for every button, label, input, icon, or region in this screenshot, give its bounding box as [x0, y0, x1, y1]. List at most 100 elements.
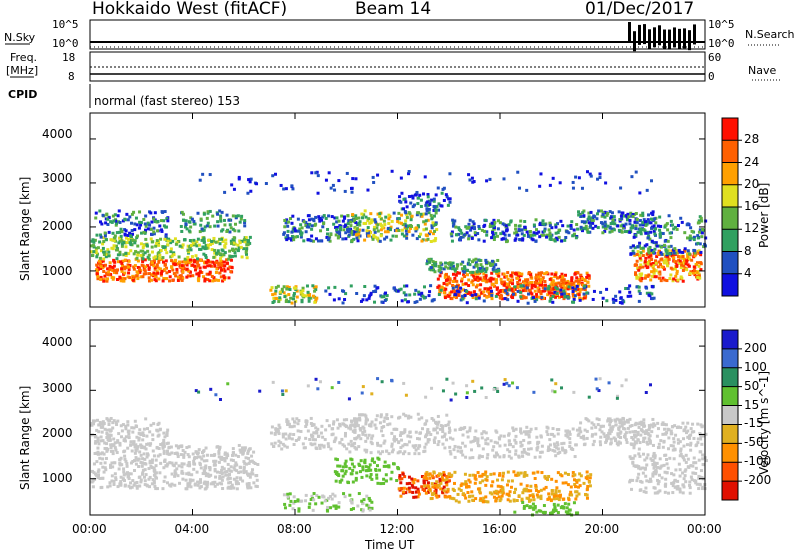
power-echo-cell	[362, 213, 366, 217]
velocity-echo-cell	[354, 478, 358, 482]
velocity-echo-cell	[568, 493, 572, 497]
power-echo-cell	[97, 259, 101, 263]
power-echo-cell	[664, 249, 668, 253]
velocity-echo-cell	[90, 480, 94, 484]
power-echo-cell	[578, 278, 582, 282]
velocity-echo-cell	[392, 427, 396, 431]
velocity-echo-cell	[277, 444, 281, 448]
power-echo-cell	[196, 257, 200, 261]
power-echo-cell	[553, 295, 557, 299]
velocity-echo-cell	[192, 457, 196, 461]
power-echo-cell	[660, 257, 664, 261]
velocity-echo-cell	[482, 496, 486, 500]
power-echo-cell	[651, 213, 655, 217]
velocity-echo-cell	[354, 476, 358, 480]
velocity-echo-cell	[535, 435, 539, 439]
power-echo-cell	[450, 297, 454, 301]
power-echo-cell	[227, 276, 231, 280]
power-echo-cell	[413, 227, 417, 231]
velocity-echo-cell	[355, 417, 359, 421]
velocity-echo-cell	[452, 489, 456, 493]
velocity-echo-cell	[127, 484, 131, 488]
velocity-echo-cell	[98, 456, 102, 460]
velocity-echo-cell	[191, 478, 195, 482]
power-echo-cell	[669, 236, 673, 240]
velocity-echo-cell	[531, 495, 535, 499]
power-echo-cell	[306, 290, 310, 294]
power-echo-cell	[171, 260, 175, 264]
power-echo-cell	[506, 277, 510, 281]
velocity-echo-cell	[311, 422, 315, 426]
power-echo-cell	[220, 264, 224, 268]
power-echo-cell	[669, 219, 673, 223]
power-echo-cell	[654, 227, 658, 231]
power-echo-cell	[658, 234, 662, 238]
power-echo-cell	[367, 296, 371, 300]
power-echo-cell	[223, 264, 227, 268]
velocity-echo-cell	[93, 441, 97, 445]
power-echo-cell	[158, 224, 162, 228]
power-echo-cell	[199, 223, 203, 227]
power-echo-cell	[283, 225, 287, 229]
velocity-echo-cell	[599, 425, 603, 429]
power-echo-cell	[98, 261, 102, 265]
power-echo-cell	[560, 278, 564, 282]
velocity-echo-cell	[464, 480, 468, 484]
power-echo-cell	[366, 226, 370, 230]
power-echo-cell	[357, 230, 361, 234]
velocity-echo-cell	[332, 420, 336, 424]
velocity-echo-cell	[214, 459, 218, 463]
power-echo-cell	[460, 279, 464, 283]
velocity-echo-cell	[579, 474, 583, 478]
power-echo-cell	[434, 221, 438, 225]
power-echo-cell	[526, 278, 530, 282]
velocity-echo-cell	[547, 492, 551, 496]
power-echo-cell	[152, 230, 156, 234]
velocity-echo-cell	[409, 435, 413, 439]
velocity-echo-cell	[204, 464, 208, 468]
velocity-echo-cell	[201, 472, 205, 476]
power-echo-cell	[527, 271, 531, 275]
velocity-echo-cell	[451, 437, 455, 441]
velocity-echo-cell	[457, 500, 461, 504]
power-echo-cell	[557, 235, 561, 239]
velocity-echo-cell	[225, 452, 229, 456]
velocity-echo-cell	[375, 476, 379, 480]
velocity-echo-cell	[439, 481, 443, 485]
power-echo-cell	[354, 217, 358, 221]
velocity-echo-cell	[400, 431, 404, 435]
power-echo-cell	[688, 252, 692, 256]
power-echo-cell	[573, 272, 577, 276]
nsky-spike	[648, 29, 651, 50]
power-echo-cell	[129, 249, 133, 253]
power-echo-cell	[165, 217, 169, 221]
power-echo-cell	[154, 275, 158, 279]
velocity-echo-cell	[204, 466, 208, 470]
power-echo-cell	[485, 233, 489, 237]
velocity-echo-cell	[232, 486, 236, 490]
power-echo-cell	[504, 224, 508, 228]
velocity-echo-cell	[134, 449, 138, 453]
power-echo-cell	[350, 186, 354, 190]
velocity-echo-cell	[433, 490, 437, 494]
velocity-echo-cell	[592, 439, 596, 443]
power-echo-cell	[344, 292, 348, 296]
velocity-echo-cell	[129, 443, 133, 447]
nsky-strip-frame	[89, 19, 706, 50]
power-echo-cell	[637, 285, 641, 289]
power-echo-cell	[184, 219, 188, 223]
power-echo-cell	[196, 211, 200, 215]
power-echo-cell	[590, 218, 594, 222]
power-echo-cell	[490, 289, 494, 293]
power-echo-cell	[164, 247, 168, 251]
power-echo-cell	[197, 274, 201, 278]
velocity-echo-cell	[507, 479, 511, 483]
power-echo-cell	[537, 295, 541, 299]
power-echo-cell	[119, 234, 123, 238]
power-echo-cell	[184, 261, 188, 265]
power-echo-cell	[672, 227, 676, 231]
power-echo-cell	[229, 270, 233, 274]
power-echo-cell	[506, 298, 510, 302]
velocity-echo-cell	[115, 423, 119, 427]
velocity-echo-cell	[327, 445, 331, 449]
